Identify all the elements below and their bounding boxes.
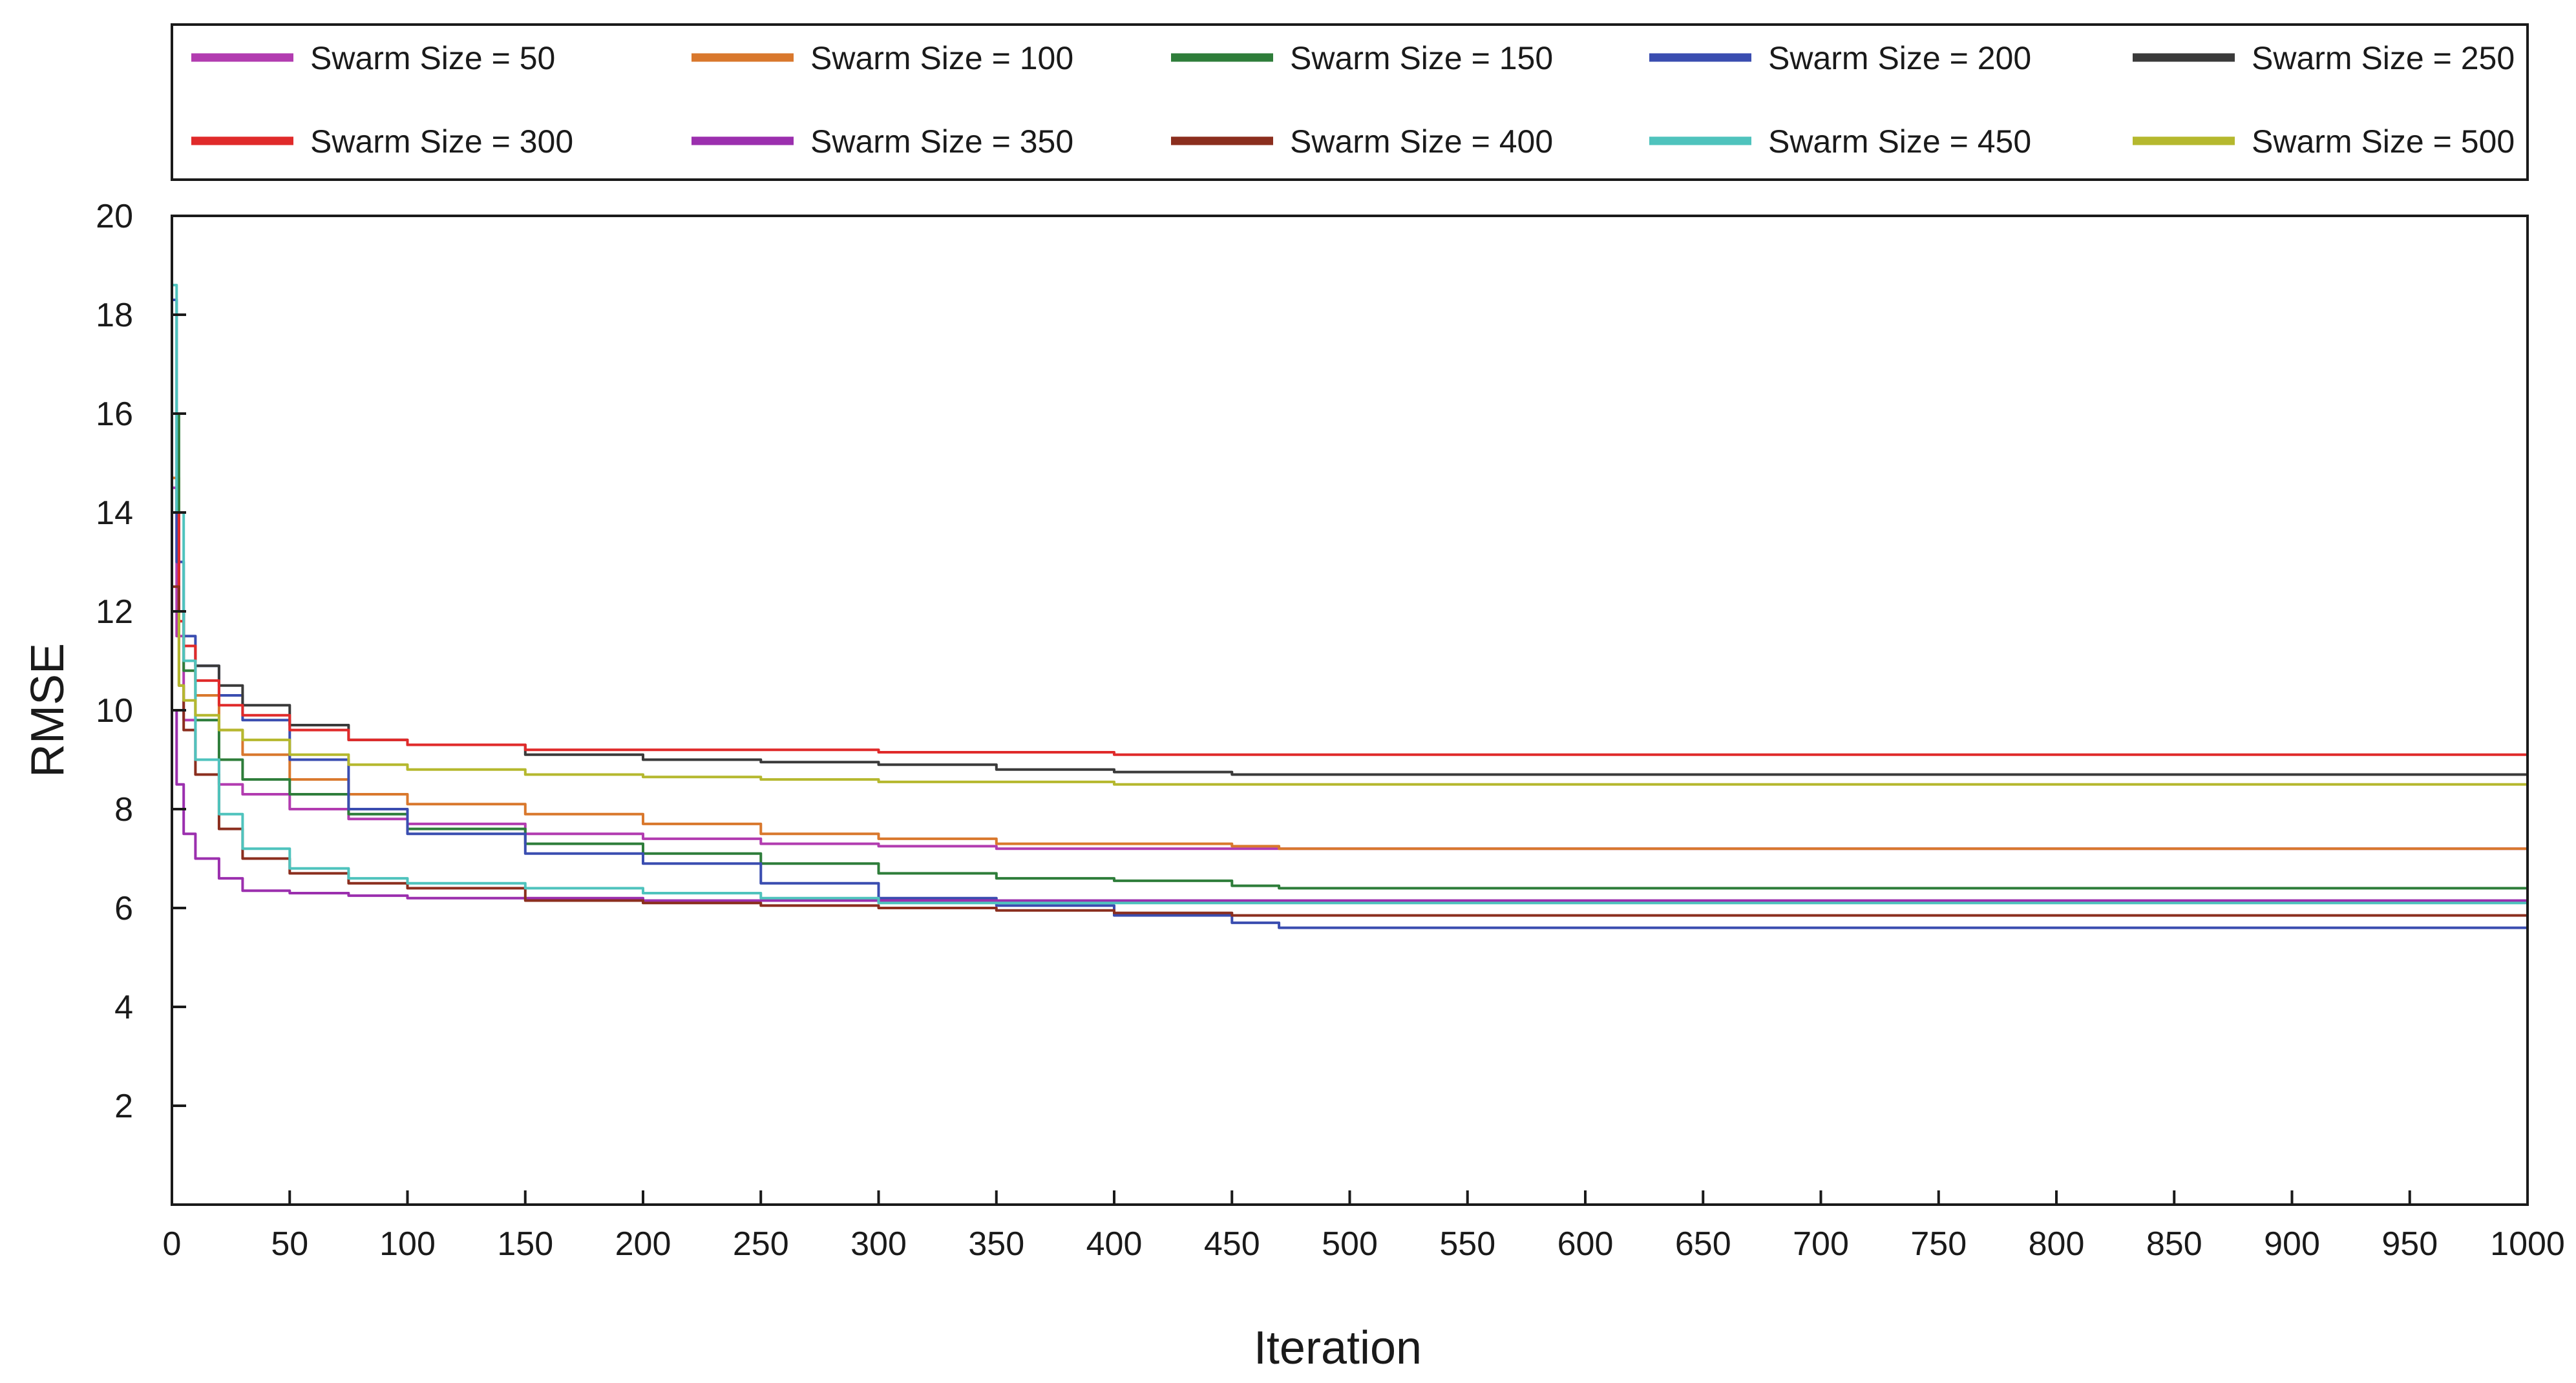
y-axis-title: RMSE (22, 643, 74, 777)
legend-label-9: Swarm Size = 450 (1768, 123, 2031, 160)
y-tick-label: 20 (96, 198, 133, 235)
legend-label-5: Swarm Size = 250 (2252, 40, 2515, 76)
legend-label-8: Swarm Size = 400 (1290, 123, 1553, 160)
x-tick-label: 950 (2381, 1225, 2438, 1263)
x-tick-label: 400 (1086, 1225, 1143, 1263)
x-tick-label: 450 (1204, 1225, 1260, 1263)
x-tick-label: 600 (1557, 1225, 1614, 1263)
x-tick-label: 100 (379, 1225, 436, 1263)
x-tick-label: 150 (497, 1225, 553, 1263)
legend: Swarm Size = 50 Swarm Size = 100 Swarm Siz… (171, 23, 2529, 181)
x-tick-label: 1000 (2490, 1225, 2565, 1263)
legend-label-4: Swarm Size = 200 (1768, 40, 2031, 76)
x-tick-label: 0 (163, 1225, 182, 1263)
legend-label-6: Swarm Size = 300 (310, 123, 573, 160)
x-tick-label: 800 (2029, 1225, 2085, 1263)
legend-label-10: Swarm Size = 500 (2252, 123, 2515, 160)
x-axis-title: Iteration (1254, 1322, 1422, 1374)
x-tick-label: 650 (1675, 1225, 1731, 1263)
legend-entries: Swarm Size = 50 Swarm Size = 100 Swarm Siz… (191, 40, 2515, 160)
y-tick-label: 18 (96, 297, 133, 334)
x-tick-label: 50 (271, 1225, 308, 1263)
y-axis: 2 4 6 8 10 12 14 16 18 20 (96, 198, 186, 1125)
x-axis: 0 50 100 150 200 250 300 350 400 450 500 550 600 650 7… (163, 1190, 2565, 1263)
y-tick-label: 16 (96, 396, 133, 433)
y-tick-label: 8 (114, 791, 133, 829)
x-tick-label: 750 (1910, 1225, 1967, 1263)
series-line-9 (172, 284, 2528, 905)
x-tick-label: 700 (1793, 1225, 1849, 1263)
legend-label-2: Swarm Size = 100 (810, 40, 1073, 76)
legend-frame (171, 23, 2529, 181)
y-tick-label: 6 (114, 890, 133, 927)
legend-label-7: Swarm Size = 350 (810, 123, 1073, 160)
y-tick-label: 12 (96, 593, 133, 631)
y-tick-label: 14 (96, 494, 133, 532)
y-tick-label: 2 (114, 1088, 133, 1125)
series-line-10 (172, 610, 2528, 786)
x-tick-label: 200 (615, 1225, 671, 1263)
x-tick-label: 850 (2146, 1225, 2202, 1263)
x-tick-label: 300 (850, 1225, 907, 1263)
y-tick-label: 4 (114, 989, 133, 1026)
x-tick-label: 500 (1322, 1225, 1378, 1263)
legend-label-1: Swarm Size = 50 (310, 40, 555, 76)
x-tick-label: 250 (733, 1225, 789, 1263)
legend-label-3: Swarm Size = 150 (1290, 40, 1553, 76)
x-tick-label: 350 (968, 1225, 1024, 1263)
x-tick-label: 550 (1439, 1225, 1495, 1263)
y-tick-label: 10 (96, 692, 133, 730)
x-tick-label: 900 (2264, 1225, 2320, 1263)
series-line-1 (172, 486, 2528, 850)
